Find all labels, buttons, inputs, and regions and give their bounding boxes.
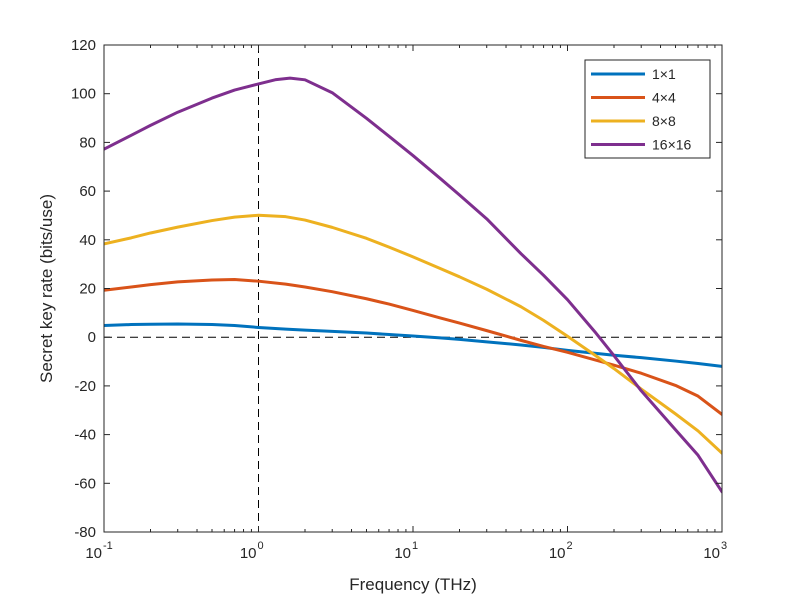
y-tick-label: 100 bbox=[71, 86, 96, 103]
series-line-16x16 bbox=[104, 76, 722, 494]
legend: 1×1 4×4 8×8 16×16 bbox=[584, 59, 711, 159]
x-tick-label: 10 3 bbox=[703, 540, 727, 562]
x-tick-label: 10 1 bbox=[394, 540, 418, 562]
y-tick-label: 40 bbox=[79, 232, 96, 249]
x-tick-label-exponent: 2 bbox=[567, 540, 573, 552]
series-line-8x8 bbox=[104, 213, 722, 455]
legend-label-8x8: 8×8 bbox=[652, 113, 676, 129]
x-tick-label: 10 -1 bbox=[85, 540, 112, 562]
y-axis-label: Secret key rate (bits/use) bbox=[37, 194, 56, 383]
x-tick-label-base: 10 bbox=[703, 545, 720, 562]
y-tick-label: 120 bbox=[71, 37, 96, 54]
legend-label-4x4: 4×4 bbox=[652, 90, 676, 106]
x-tick-label-base: 10 bbox=[240, 545, 257, 562]
x-tick-label: 10 2 bbox=[549, 540, 573, 562]
x-tick-label: 10 0 bbox=[240, 540, 264, 562]
axis-ticks bbox=[103, 44, 723, 533]
y-tick-label: -20 bbox=[74, 378, 96, 395]
x-tick-labels: 10 -1 10 0 10 1 10 2 10 3 bbox=[85, 540, 727, 562]
series-lines bbox=[104, 76, 722, 494]
y-tick-label: 80 bbox=[79, 134, 96, 151]
x-tick-label-base: 10 bbox=[549, 545, 566, 562]
reference-lines bbox=[104, 45, 722, 532]
y-tick-label: -80 bbox=[74, 524, 96, 541]
y-tick-label: 60 bbox=[79, 183, 96, 200]
legend-label-1x1: 1×1 bbox=[652, 66, 676, 82]
y-tick-label: -40 bbox=[74, 427, 96, 444]
legend-box bbox=[584, 59, 711, 159]
x-tick-label-exponent: 1 bbox=[412, 540, 418, 552]
x-tick-label-base: 10 bbox=[85, 545, 102, 562]
x-tick-label-exponent: 0 bbox=[258, 540, 264, 552]
x-tick-label-exponent: 3 bbox=[721, 540, 727, 552]
series-line-4x4 bbox=[104, 277, 722, 416]
y-tick-labels: 120 100 80 60 40 20 0 -20 -40 -60 -80 bbox=[71, 37, 96, 541]
y-tick-label: -60 bbox=[74, 475, 96, 492]
x-axis-label: Frequency (THz) bbox=[349, 575, 477, 594]
y-tick-label: 20 bbox=[79, 281, 96, 298]
x-tick-label-exponent: -1 bbox=[103, 540, 113, 552]
y-tick-label: 0 bbox=[88, 329, 96, 346]
legend-label-16x16: 16×16 bbox=[652, 137, 692, 153]
x-tick-label-base: 10 bbox=[394, 545, 411, 562]
